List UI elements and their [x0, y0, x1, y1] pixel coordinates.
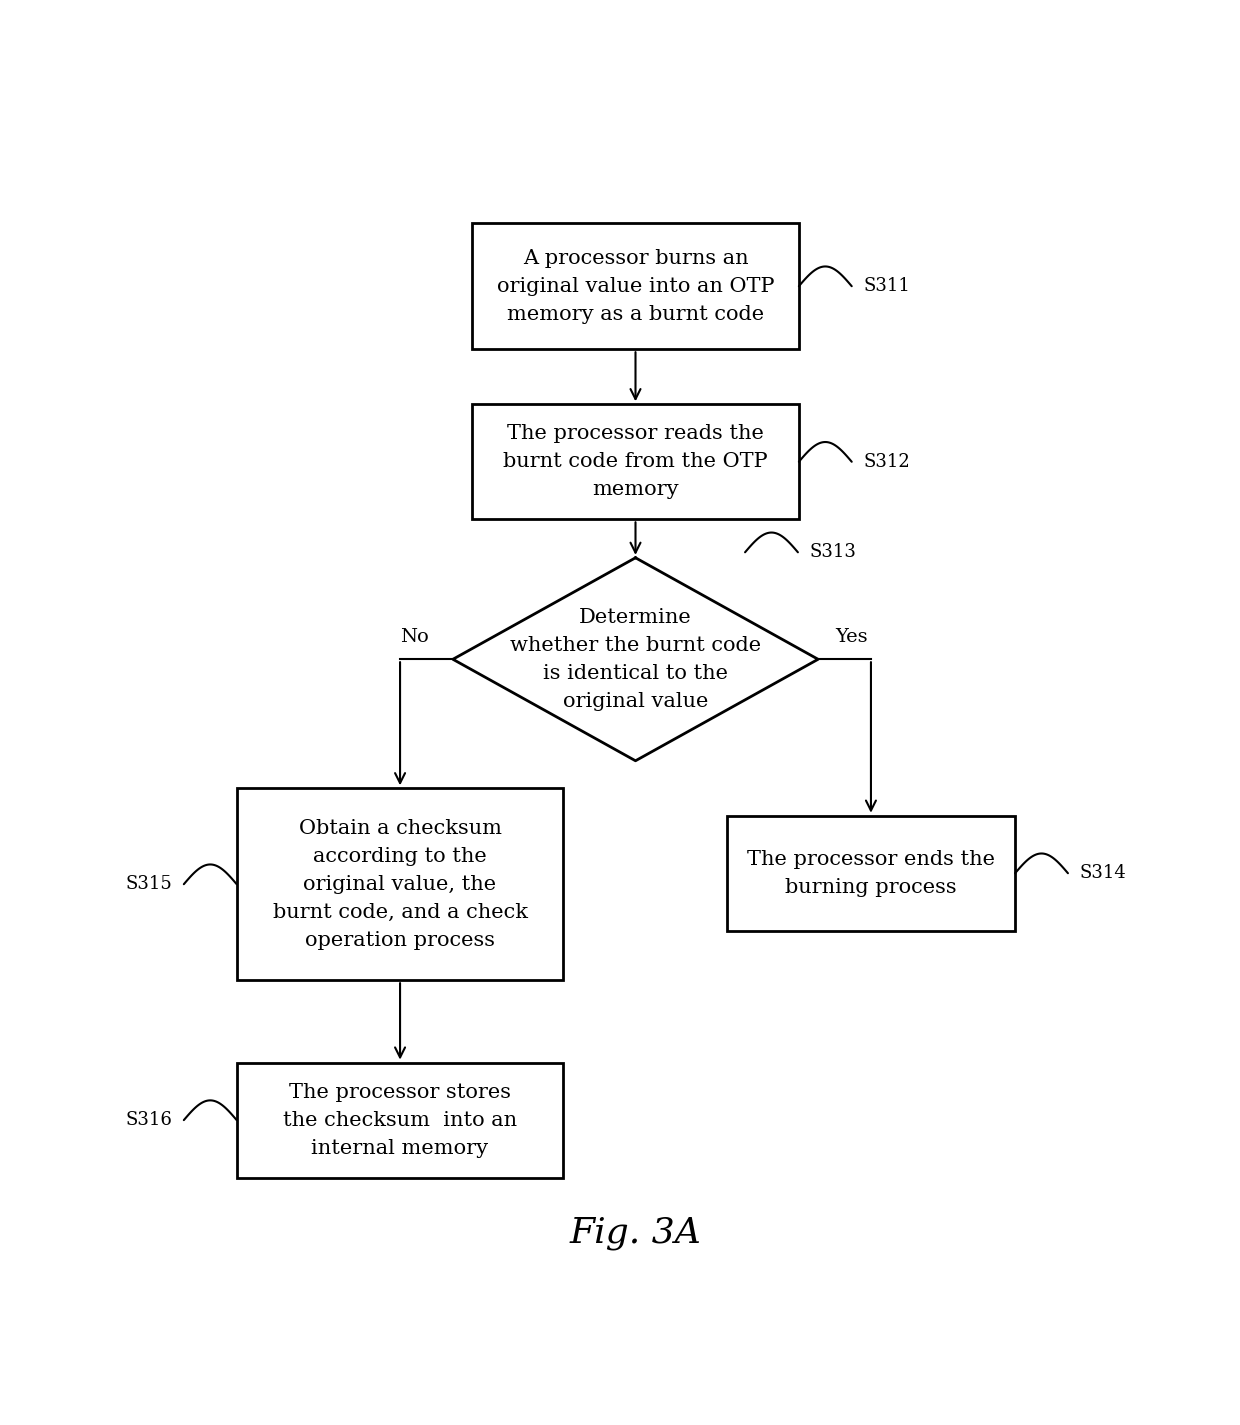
Text: The processor stores
the checksum  into an
internal memory: The processor stores the checksum into a…	[283, 1083, 517, 1157]
Text: The processor reads the
burnt code from the OTP
memory: The processor reads the burnt code from …	[503, 425, 768, 499]
Text: Obtain a checksum
according to the
original value, the
burnt code, and a check
o: Obtain a checksum according to the origi…	[273, 819, 527, 949]
Bar	[237, 1063, 563, 1177]
Bar	[727, 815, 1016, 931]
Text: Determine
whether the burnt code
is identical to the
original value: Determine whether the burnt code is iden…	[510, 608, 761, 711]
Bar	[472, 224, 799, 349]
Bar	[237, 788, 563, 980]
Text: S313: S313	[810, 543, 857, 561]
Text: S316: S316	[125, 1112, 172, 1129]
Text: A processor burns an
original value into an OTP
memory as a burnt code: A processor burns an original value into…	[497, 249, 774, 323]
Text: The processor ends the
burning process: The processor ends the burning process	[746, 849, 994, 896]
Text: Yes: Yes	[836, 628, 868, 646]
Text: No: No	[401, 628, 429, 646]
Bar	[472, 405, 799, 519]
Text: S314: S314	[1080, 864, 1126, 882]
Polygon shape	[453, 557, 818, 761]
Text: Fig. 3A: Fig. 3A	[569, 1216, 702, 1250]
Text: S315: S315	[125, 875, 172, 893]
Text: S311: S311	[863, 278, 910, 295]
Text: S312: S312	[863, 453, 910, 470]
